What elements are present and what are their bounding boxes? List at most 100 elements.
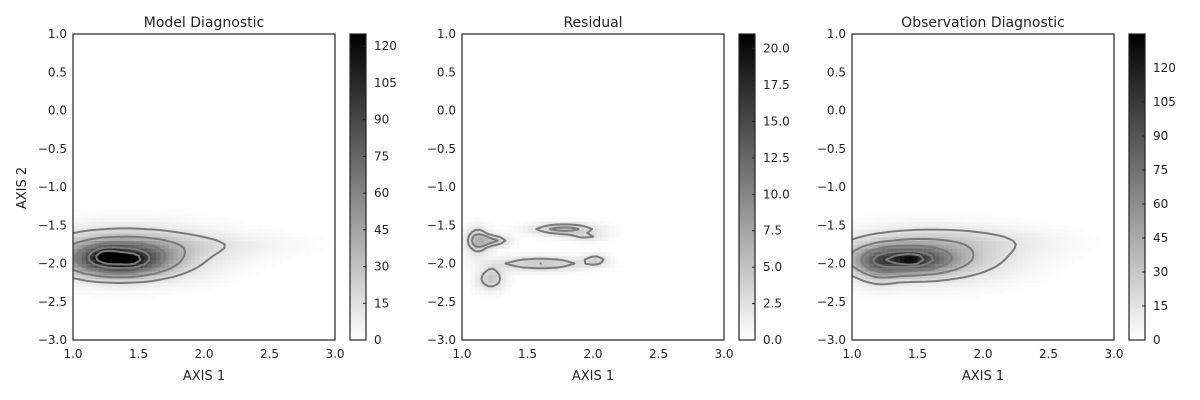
heatmap-cell: [466, 263, 472, 268]
heatmap-cell: [256, 240, 262, 245]
heatmap-cell: [575, 252, 581, 257]
heatmap-cell: [273, 240, 279, 245]
heatmap-cell: [107, 294, 113, 299]
heatmap-cell: [138, 209, 144, 215]
heatmap-cell: [904, 221, 910, 226]
heatmap-cell: [1022, 244, 1028, 249]
heatmap-cell: [943, 221, 949, 226]
heatmap-cell: [983, 240, 988, 245]
heatmap-cell: [173, 236, 179, 241]
heatmap-cell: [195, 225, 201, 230]
y-tick-label: −1.5: [817, 218, 846, 232]
heatmap-cell: [1031, 232, 1036, 238]
heatmap-cell: [514, 244, 520, 249]
heatmap-cell: [579, 263, 585, 268]
heatmap-cell: [134, 244, 139, 249]
heatmap-cell: [891, 282, 897, 287]
heatmap-cell: [1026, 244, 1032, 249]
heatmap-cell: [882, 236, 888, 241]
heatmap-cell: [86, 248, 91, 253]
heatmap-cell: [952, 236, 958, 241]
heatmap-cell: [1022, 252, 1028, 257]
heatmap-cell: [304, 244, 310, 249]
heatmap-cell: [1039, 271, 1045, 276]
heatmap-cell: [483, 225, 489, 230]
heatmap-cell: [475, 286, 480, 291]
heatmap-cell: [908, 217, 914, 222]
y-tick-label: 0.0: [827, 104, 846, 118]
x-tick-label: 2.5: [1039, 347, 1058, 361]
heatmap-cell: [930, 248, 936, 253]
heatmap-cell: [921, 282, 927, 287]
heatmap-cell: [1057, 236, 1062, 241]
heatmap-cell: [81, 286, 87, 291]
heatmap-cell: [961, 259, 966, 264]
heatmap-cell: [155, 290, 161, 295]
heatmap-cell: [1044, 232, 1049, 238]
heatmap-cell: [983, 263, 988, 268]
heatmap-cell: [575, 236, 581, 241]
heatmap-cell: [273, 236, 279, 241]
heatmap-cell: [151, 213, 157, 218]
heatmap-cell: [496, 236, 502, 241]
heatmap-cell: [991, 263, 997, 268]
heatmap-cell: [217, 274, 222, 280]
heatmap-cell: [969, 232, 975, 238]
heatmap-cell: [225, 252, 231, 257]
heatmap-cell: [544, 229, 550, 234]
heatmap-cell: [138, 259, 144, 264]
heatmap-cell: [1004, 278, 1010, 284]
heatmap-cell: [256, 236, 262, 241]
heatmap-cell: [544, 217, 550, 222]
heatmap-cell: [204, 255, 209, 261]
heatmap-cell: [94, 282, 100, 287]
heatmap-cell: [952, 259, 958, 264]
heatmap-cell: [488, 282, 493, 287]
heatmap-cell: [584, 221, 590, 226]
y-tick-label: −1.5: [38, 218, 67, 232]
heatmap-cell: [77, 252, 83, 257]
x-tick-label: 3.0: [714, 347, 733, 361]
heatmap-cell: [926, 290, 931, 295]
heatmap-cell: [199, 274, 205, 280]
colorbar-tick-label: 0.0: [763, 333, 782, 347]
heatmap-cell: [514, 259, 520, 264]
heatmap-cell: [948, 244, 953, 249]
heatmap-cell: [562, 255, 568, 261]
heatmap-cell: [934, 213, 940, 218]
heatmap-cell: [164, 225, 170, 230]
heatmap-cell: [882, 259, 888, 264]
heatmap-cell: [562, 236, 568, 241]
heatmap-cell: [212, 278, 218, 284]
heatmap-cell: [510, 244, 515, 249]
heatmap-cell: [204, 274, 209, 280]
heatmap-cell: [151, 259, 157, 264]
heatmap-cell: [107, 213, 113, 218]
heatmap-cell: [991, 278, 997, 284]
heatmap-cell: [575, 267, 581, 272]
heatmap-cell: [895, 267, 901, 272]
contour-level: [885, 253, 925, 266]
heatmap-cell: [195, 286, 201, 291]
heatmap-cell: [195, 274, 201, 280]
heatmap-cell: [230, 263, 235, 268]
heatmap-cell: [900, 267, 905, 272]
heatmap-cell: [142, 209, 148, 215]
heatmap-cell: [99, 217, 104, 222]
heatmap-cell: [878, 213, 883, 218]
heatmap-cell: [1065, 225, 1071, 230]
heatmap-cell: [1000, 263, 1006, 268]
heatmap-cell: [265, 232, 270, 238]
heatmap-cell: [606, 259, 611, 264]
heatmap-cell: [1070, 240, 1076, 245]
y-tick-label: −0.5: [427, 142, 456, 156]
heatmap-cell: [917, 294, 923, 299]
heatmap-cell: [978, 213, 984, 218]
heatmap-cell: [1026, 252, 1032, 257]
heatmap-cell: [873, 271, 879, 276]
colorbar-tick-label: 5.0: [763, 260, 782, 274]
heatmap-cell: [199, 252, 205, 257]
heatmap-cell: [558, 232, 563, 238]
heatmap-cell: [956, 278, 962, 284]
heatmap-cell: [81, 232, 87, 238]
